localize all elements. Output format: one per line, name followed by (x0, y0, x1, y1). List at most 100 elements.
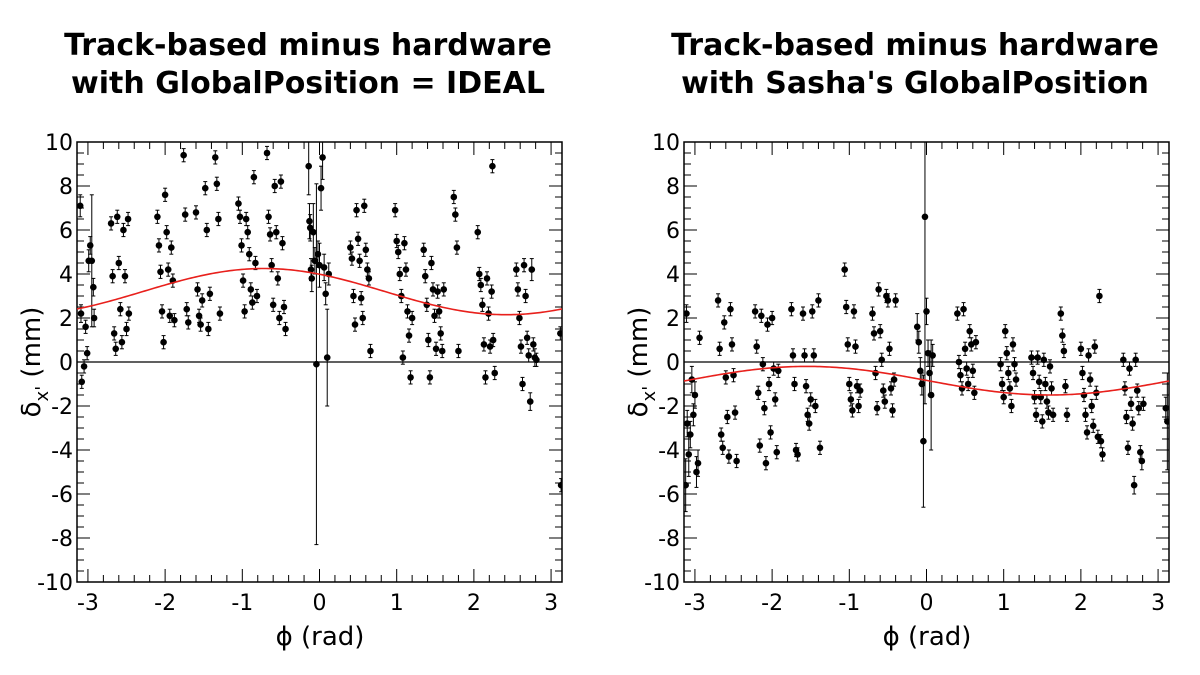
data-point (761, 404, 768, 412)
data-point (265, 213, 272, 221)
data-point (526, 398, 534, 405)
data-point (245, 250, 253, 258)
data-point (957, 371, 964, 379)
data-point (759, 360, 767, 368)
data-point (517, 343, 525, 350)
data-point (913, 323, 921, 331)
data-point (350, 292, 357, 300)
data-point (271, 182, 279, 190)
data-point (530, 341, 537, 348)
data-point (884, 297, 892, 304)
data-point (242, 215, 250, 223)
data-point (164, 266, 172, 273)
data-point (917, 367, 924, 375)
data-point (180, 151, 187, 159)
data-point (513, 266, 520, 273)
data-point (322, 290, 329, 298)
data-point (1138, 457, 1146, 465)
data-point (408, 314, 416, 322)
y-axis-label: δx' (mm) (624, 307, 660, 418)
data-point (238, 242, 245, 249)
y-axis-label-subscript: x' (32, 386, 53, 402)
data-point (277, 178, 285, 185)
data-point (731, 409, 739, 416)
data-point (915, 338, 923, 346)
data-point (1048, 385, 1055, 392)
data-point (954, 310, 961, 317)
data-point (405, 332, 413, 339)
data-point (308, 275, 316, 282)
data-point (393, 237, 400, 245)
data-point (488, 288, 495, 295)
data-point (181, 211, 189, 218)
data-point (86, 242, 94, 249)
data-point (693, 468, 700, 476)
data-point (1060, 347, 1068, 355)
data-point (347, 244, 354, 251)
chart-title-line-1: Track-based minus hardware (671, 28, 1159, 63)
data-point (690, 411, 697, 419)
data-point (154, 213, 161, 221)
data-point (519, 380, 526, 388)
y-tick-label: -2 (51, 395, 73, 420)
data-point (482, 374, 489, 381)
data-point (118, 338, 126, 346)
data-point (522, 292, 529, 300)
data-point (420, 246, 428, 254)
data-point (453, 244, 461, 251)
data-point (856, 387, 864, 394)
data-point (870, 330, 878, 337)
data-point (847, 396, 855, 403)
data-point (969, 367, 977, 375)
data-point (756, 442, 764, 449)
y-tick-label: 2 (666, 307, 680, 332)
data-point (192, 209, 200, 216)
data-point (1043, 398, 1051, 405)
data-point (1085, 352, 1092, 359)
x-tick-label: 1 (997, 591, 1011, 616)
data-point (920, 437, 927, 445)
data-point (927, 391, 935, 399)
data-point (317, 184, 325, 192)
data-point (725, 453, 733, 460)
data-point (728, 341, 736, 348)
data-point (1012, 376, 1020, 383)
data-point (83, 349, 91, 357)
data-point (201, 184, 209, 192)
data-point (520, 261, 528, 269)
data-point (483, 275, 491, 282)
data-point (239, 277, 247, 284)
data-point (90, 283, 97, 291)
data-point (929, 352, 936, 359)
data-point (966, 327, 974, 335)
x-tick-label: -3 (77, 591, 99, 616)
x-tick-label: 1 (390, 591, 404, 616)
data-point (236, 213, 244, 221)
data-point (765, 380, 773, 388)
data-point (528, 266, 536, 273)
data-point (686, 431, 694, 438)
data-point (1057, 310, 1065, 317)
data-point (1038, 418, 1046, 425)
data-point (878, 356, 886, 364)
data-point (1097, 437, 1105, 445)
data-point (1162, 404, 1169, 412)
data-point (113, 213, 121, 221)
x-tick-label: 2 (1074, 591, 1088, 616)
data-point (1062, 382, 1069, 390)
data-point (183, 305, 191, 313)
data-point (694, 459, 702, 467)
data-point (972, 338, 980, 346)
data-point (82, 323, 89, 331)
panel-left: Track-based minus hardware with GlobalPo… (17, 28, 563, 652)
data-point (1086, 376, 1094, 383)
y-tick-label: 0 (59, 351, 73, 376)
y-tick-label: -4 (658, 439, 680, 464)
data-point (431, 312, 438, 320)
data-point (362, 246, 370, 254)
x-tick-label: 3 (544, 591, 558, 616)
data-point (1034, 354, 1041, 361)
data-point (161, 191, 169, 199)
